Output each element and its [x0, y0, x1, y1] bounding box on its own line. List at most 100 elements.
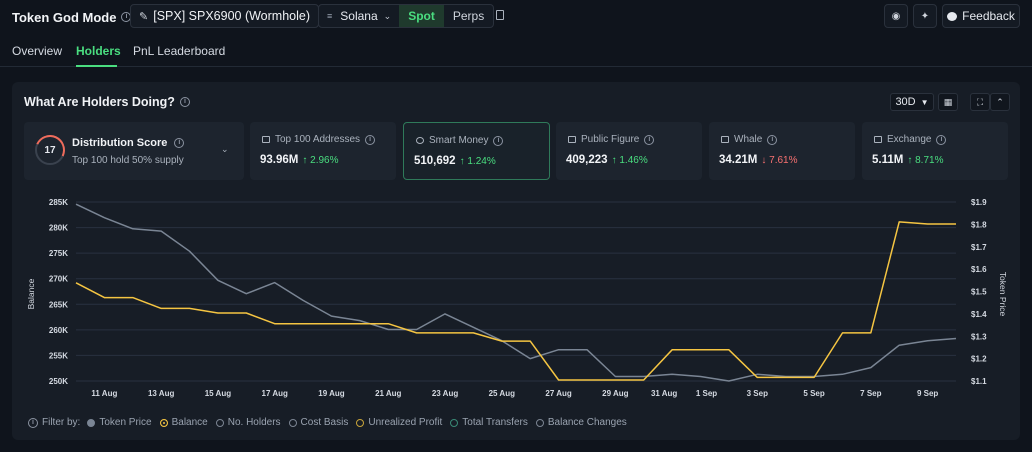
token-selector-button[interactable]: ✎ [SPX] SPX6900 (Wormhole): [130, 4, 319, 28]
filter-label-text: Filter by:: [42, 417, 81, 428]
toggle-dot-icon: [356, 418, 365, 427]
filter-no-holders[interactable]: No. Holders: [215, 417, 281, 428]
filter-option-label: Token Price: [99, 417, 152, 428]
info-icon[interactable]: i: [767, 134, 778, 145]
whale-icon: [721, 136, 729, 143]
toggle-dot-icon: [288, 418, 297, 427]
range-label: 30D: [895, 96, 916, 108]
panel-title-text: What Are Holders Doing?: [24, 95, 175, 109]
y-tick-label: 265K: [49, 300, 68, 309]
card-change: ↓ 7.61%: [761, 155, 798, 166]
feedback-label: Feedback: [962, 9, 1015, 23]
eye-icon-button[interactable]: ◉: [884, 4, 908, 28]
card-whale[interactable]: Whale i 34.21M ↓ 7.61%: [709, 122, 855, 180]
card-value: 510,692 ↑ 1.24%: [414, 155, 496, 167]
x-tick-label: 19 Aug: [318, 389, 344, 398]
y-tick-label: 280K: [49, 224, 68, 233]
y2-tick-label: $1.6: [971, 265, 987, 274]
solana-icon: ≡: [327, 11, 333, 21]
filter-label: i Filter by:: [28, 417, 80, 428]
pin-icon-button[interactable]: ✦: [913, 4, 937, 28]
toggle-dot-icon: [87, 418, 96, 427]
distribution-title: Distribution Score i: [72, 137, 185, 149]
y2-tick-label: $1.5: [971, 288, 987, 297]
info-icon[interactable]: i: [936, 134, 947, 145]
y2-tick-label: $1.8: [971, 220, 987, 229]
chevron-up-icon: ⌃: [996, 96, 1004, 107]
card-value-text: 34.21M: [719, 154, 758, 166]
chevron-down-icon[interactable]: ⌄: [221, 144, 229, 154]
segment-spot[interactable]: Spot: [399, 5, 444, 27]
tab-overview[interactable]: Overview: [12, 44, 63, 58]
y2-tick-label: $1.2: [971, 355, 987, 364]
collapse-button[interactable]: ⌃: [990, 93, 1010, 111]
chevron-down-icon: ⌄: [383, 10, 392, 21]
card-value-text: 409,223: [566, 154, 608, 166]
card-label: Public Figure i: [568, 134, 655, 145]
x-tick-label: 13 Aug: [148, 389, 174, 398]
filter-cost-basis[interactable]: Cost Basis: [288, 417, 349, 428]
card-public-figure[interactable]: Public Figure i 409,223 ↑ 1.46%: [556, 122, 702, 180]
y-axis-title: Balance: [26, 278, 36, 309]
y-tick-label: 285K: [49, 198, 68, 207]
x-tick-label: 11 Aug: [91, 389, 117, 398]
y2-tick-label: $1.4: [971, 310, 987, 319]
card-change: ↑ 1.24%: [459, 156, 496, 167]
info-icon[interactable]: i: [174, 138, 185, 148]
distribution-subtitle: Top 100 hold 50% supply: [72, 155, 184, 166]
x-tick-label: 25 Aug: [489, 389, 515, 398]
card-label: Top 100 Addresses i: [262, 134, 376, 145]
filter-total-transfers[interactable]: Total Transfers: [450, 417, 528, 428]
eye-icon: ◉: [891, 10, 901, 22]
info-icon[interactable]: i: [493, 135, 504, 146]
filter-option-label: No. Holders: [227, 417, 281, 428]
fullscreen-button[interactable]: ⛶: [970, 93, 990, 111]
chain-dropdown[interactable]: ≡ Solana ⌄: [319, 5, 399, 27]
info-icon[interactable]: i: [365, 134, 376, 145]
filter-balance-changes[interactable]: Balance Changes: [535, 417, 627, 428]
segment-perps[interactable]: Perps: [452, 9, 485, 23]
pin-icon: ✦: [920, 10, 930, 22]
series-line-token-price: [75, 203, 957, 382]
card-value-text: 93.96M: [260, 154, 299, 166]
card-smart-money[interactable]: Smart Money i 510,692 ↑ 1.24%: [403, 122, 550, 180]
tab-bar: Overview Holders PnL Leaderboard: [0, 34, 1032, 67]
y2-tick-label: $1.1: [971, 377, 987, 386]
series-line-balance: [75, 221, 956, 381]
y-tick-label: 275K: [49, 249, 68, 258]
filter-unrealized-profit[interactable]: Unrealized Profit: [356, 417, 442, 428]
feedback-button[interactable]: Feedback: [942, 4, 1020, 28]
x-tick-label: 29 Aug: [602, 389, 628, 398]
toggle-dot-icon: [215, 418, 224, 427]
card-label-text: Top 100 Addresses: [275, 134, 361, 145]
calendar-button[interactable]: ▦: [938, 93, 958, 111]
x-tick-label: 15 Aug: [205, 389, 231, 398]
info-icon[interactable]: i: [644, 134, 655, 145]
tab-holders[interactable]: Holders: [76, 44, 121, 58]
x-tick-label: 9 Sep: [917, 389, 938, 398]
info-icon[interactable]: i: [179, 97, 190, 107]
card-value: 409,223 ↑ 1.46%: [566, 154, 648, 166]
filter-token-price[interactable]: Token Price: [87, 417, 152, 428]
filter-row: i Filter by: Token Price Balance No. Hol…: [28, 417, 635, 428]
filter-option-label: Cost Basis: [300, 417, 349, 428]
filter-balance[interactable]: Balance: [159, 417, 208, 428]
distribution-title-text: Distribution Score: [72, 137, 168, 149]
distribution-score-ring: 17: [35, 135, 65, 165]
chat-bubble-icon: [947, 11, 958, 21]
filter-option-label: Balance Changes: [547, 417, 627, 428]
card-value: 34.21M ↓ 7.61%: [719, 154, 798, 166]
filter-option-label: Balance: [171, 417, 208, 428]
range-dropdown[interactable]: 30D ▼: [890, 93, 934, 111]
trophy-icon: [568, 136, 576, 143]
card-top-100[interactable]: Top 100 Addresses i 93.96M ↑ 2.96%: [250, 122, 396, 180]
panel-title: What Are Holders Doing? i: [24, 95, 190, 109]
card-exchange[interactable]: Exchange i 5.11M ↑ 8.71%: [862, 122, 1008, 180]
filter-option-label: Unrealized Profit: [368, 417, 443, 428]
distribution-score-card[interactable]: 17 Distribution Score i Top 100 hold 50%…: [24, 122, 244, 180]
tab-pnl-leaderboard[interactable]: PnL Leaderboard: [133, 44, 226, 58]
chain-market-selector: ≡ Solana ⌄ Spot Perps: [318, 4, 495, 28]
copy-icon[interactable]: [496, 10, 504, 20]
y-tick-label: 270K: [49, 275, 68, 284]
